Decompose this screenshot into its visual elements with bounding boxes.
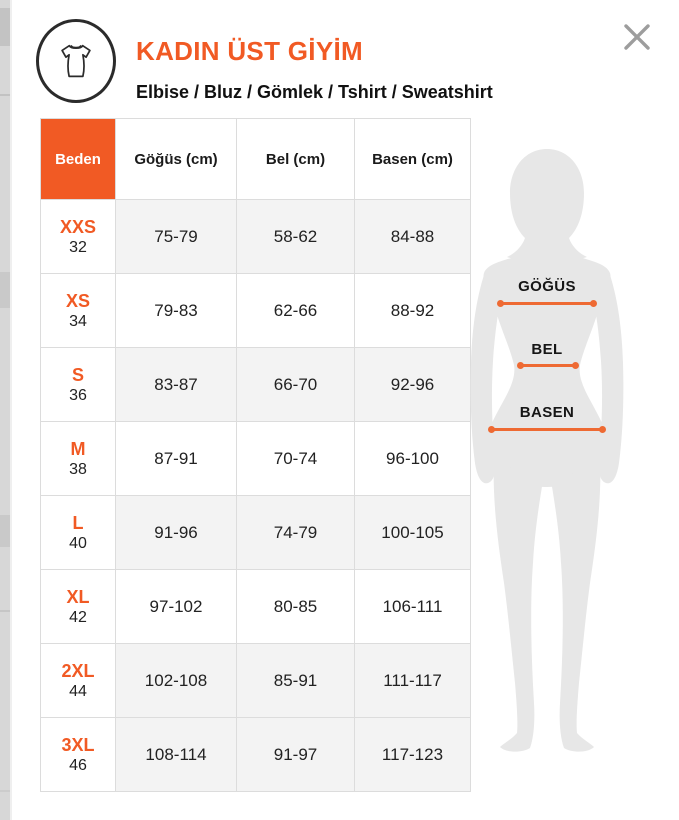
table-row: M 38 87-91 70-74 96-100 — [40, 421, 471, 496]
table-row: L 40 91-96 74-79 100-105 — [40, 495, 471, 570]
chest-cell: 87-91 — [115, 421, 237, 496]
size-label: S — [71, 364, 84, 385]
table-row: XXS 32 75-79 58-62 84-88 — [40, 199, 471, 274]
size-label: XXS — [59, 216, 97, 237]
column-header-hip: Basen (cm) — [354, 118, 471, 200]
hip-cell: 92-96 — [354, 347, 471, 422]
table-header-row: Beden Göğüs (cm) Bel (cm) Basen (cm) — [40, 118, 471, 200]
size-number: 38 — [69, 460, 87, 478]
size-cell: XS 34 — [40, 273, 116, 348]
size-label: 3XL — [61, 734, 95, 755]
chest-cell: 79-83 — [115, 273, 237, 348]
table-row: XL 42 97-102 80-85 106-111 — [40, 569, 471, 644]
page-subtitle: Elbise / Bluz / Gömlek / Tshirt / Sweats… — [136, 82, 493, 102]
size-cell: S 36 — [40, 347, 116, 422]
page-title: KADIN ÜST GİYİM — [136, 36, 363, 66]
chest-cell: 102-108 — [115, 643, 237, 718]
waist-cell: 85-91 — [236, 643, 355, 718]
hip-cell: 88-92 — [354, 273, 471, 348]
size-number: 42 — [69, 608, 87, 626]
hip-measure-line — [488, 426, 606, 433]
waist-cell: 58-62 — [236, 199, 355, 274]
waist-cell: 80-85 — [236, 569, 355, 644]
chest-cell: 75-79 — [115, 199, 237, 274]
close-icon — [624, 24, 650, 50]
size-cell: XXS 32 — [40, 199, 116, 274]
hip-cell: 117-123 — [354, 717, 471, 792]
hip-cell: 100-105 — [354, 495, 471, 570]
tshirt-icon — [36, 19, 116, 103]
size-label: 2XL — [61, 660, 95, 681]
waist-cell: 66-70 — [236, 347, 355, 422]
size-label: XS — [65, 290, 90, 311]
table-row: S 36 83-87 66-70 92-96 — [40, 347, 471, 422]
column-header-waist: Bel (cm) — [236, 118, 355, 200]
size-table: Beden Göğüs (cm) Bel (cm) Basen (cm) XXS… — [40, 118, 471, 792]
background-page-edge — [0, 0, 10, 820]
size-number: 32 — [69, 238, 87, 256]
close-button[interactable] — [618, 18, 656, 56]
waist-cell: 74-79 — [236, 495, 355, 570]
size-cell: XL 42 — [40, 569, 116, 644]
body-measurement-diagram: GÖĞÜS BEL BASEN — [460, 135, 655, 775]
size-table-body: XXS 32 75-79 58-62 84-88 XS 34 79-83 62-66 88-92 S… — [40, 199, 471, 792]
waist-cell: 62-66 — [236, 273, 355, 348]
female-silhouette — [470, 149, 624, 752]
column-header-chest: Göğüs (cm) — [115, 118, 237, 200]
waist-label: BEL — [531, 341, 563, 358]
size-cell: 2XL 44 — [40, 643, 116, 718]
table-row: 2XL 44 102-108 85-91 111-117 — [40, 643, 471, 718]
size-cell: L 40 — [40, 495, 116, 570]
hip-cell: 84-88 — [354, 199, 471, 274]
size-cell: 3XL 46 — [40, 717, 116, 792]
hip-cell: 106-111 — [354, 569, 471, 644]
size-number: 36 — [69, 386, 87, 404]
table-row: XS 34 79-83 62-66 88-92 — [40, 273, 471, 348]
hip-label: BASEN — [519, 404, 575, 421]
waist-measure-line — [517, 362, 579, 369]
size-number: 34 — [69, 312, 87, 330]
modal-left-border — [10, 0, 12, 820]
size-label: L — [72, 512, 84, 533]
chest-cell: 97-102 — [115, 569, 237, 644]
chest-measure-line — [497, 300, 597, 307]
hip-cell: 111-117 — [354, 643, 471, 718]
size-label: XL — [66, 586, 90, 607]
table-row: 3XL 46 108-114 91-97 117-123 — [40, 717, 471, 792]
size-number: 46 — [69, 756, 87, 774]
chest-cell: 108-114 — [115, 717, 237, 792]
chest-cell: 91-96 — [115, 495, 237, 570]
column-header-beden: Beden — [40, 118, 116, 200]
chest-cell: 83-87 — [115, 347, 237, 422]
size-number: 40 — [69, 534, 87, 552]
size-cell: M 38 — [40, 421, 116, 496]
waist-cell: 70-74 — [236, 421, 355, 496]
hip-cell: 96-100 — [354, 421, 471, 496]
size-number: 44 — [69, 682, 87, 700]
waist-cell: 91-97 — [236, 717, 355, 792]
size-label: M — [70, 438, 86, 459]
chest-label: GÖĞÜS — [518, 278, 576, 295]
